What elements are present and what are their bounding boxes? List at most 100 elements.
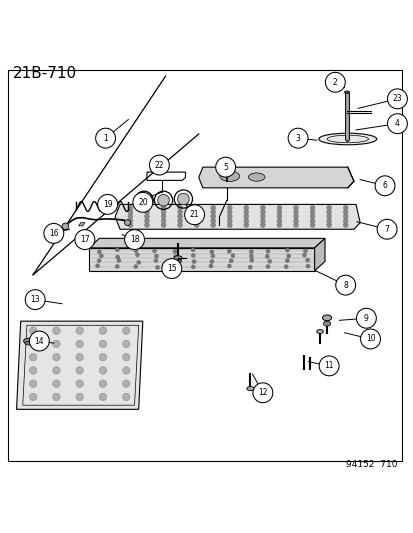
Circle shape <box>191 265 195 269</box>
Circle shape <box>276 214 281 219</box>
Circle shape <box>128 205 133 210</box>
Circle shape <box>227 249 231 253</box>
Text: 14: 14 <box>34 336 44 345</box>
Circle shape <box>249 258 253 262</box>
Circle shape <box>285 248 289 252</box>
Circle shape <box>301 253 306 257</box>
Ellipse shape <box>316 329 323 334</box>
Circle shape <box>243 209 248 215</box>
Circle shape <box>124 220 130 225</box>
Circle shape <box>138 195 150 206</box>
Circle shape <box>265 264 269 269</box>
Circle shape <box>209 250 214 254</box>
Circle shape <box>387 114 406 134</box>
Text: 3: 3 <box>295 134 300 143</box>
Circle shape <box>99 380 107 387</box>
Ellipse shape <box>248 173 264 181</box>
Circle shape <box>122 367 130 374</box>
Circle shape <box>177 214 182 219</box>
Circle shape <box>342 209 347 215</box>
Circle shape <box>161 214 166 219</box>
Circle shape <box>52 393 60 401</box>
Circle shape <box>210 223 215 228</box>
Circle shape <box>318 356 338 376</box>
Circle shape <box>326 209 331 215</box>
Circle shape <box>252 383 272 403</box>
Circle shape <box>309 214 314 219</box>
Circle shape <box>75 230 95 249</box>
Polygon shape <box>78 223 85 226</box>
Circle shape <box>209 260 214 263</box>
Text: 17: 17 <box>80 235 90 244</box>
Circle shape <box>157 195 169 206</box>
Text: 21: 21 <box>190 210 199 219</box>
Circle shape <box>194 205 199 210</box>
Circle shape <box>260 219 265 223</box>
Text: 11: 11 <box>324 361 333 370</box>
Circle shape <box>154 254 158 258</box>
Circle shape <box>326 223 331 228</box>
Circle shape <box>228 259 233 263</box>
Circle shape <box>387 89 406 109</box>
Text: 18: 18 <box>130 235 139 244</box>
Circle shape <box>191 253 195 257</box>
Circle shape <box>243 219 248 223</box>
Circle shape <box>149 155 169 175</box>
Circle shape <box>227 264 231 268</box>
Circle shape <box>243 205 248 210</box>
Circle shape <box>243 223 248 228</box>
Circle shape <box>128 209 133 215</box>
Text: 6: 6 <box>382 181 387 190</box>
Circle shape <box>177 219 182 223</box>
Circle shape <box>115 264 119 269</box>
Circle shape <box>194 219 199 223</box>
Text: 19: 19 <box>102 200 112 209</box>
Circle shape <box>136 260 140 264</box>
Circle shape <box>76 380 83 387</box>
Circle shape <box>128 219 133 223</box>
Text: 10: 10 <box>365 334 375 343</box>
Circle shape <box>173 254 178 259</box>
Circle shape <box>97 250 101 254</box>
Circle shape <box>144 219 149 223</box>
Circle shape <box>210 209 215 215</box>
Circle shape <box>194 209 199 215</box>
Circle shape <box>76 340 83 348</box>
Circle shape <box>293 219 298 223</box>
Circle shape <box>210 214 215 219</box>
Circle shape <box>287 128 307 148</box>
Circle shape <box>115 255 119 259</box>
Circle shape <box>286 254 290 258</box>
Circle shape <box>260 223 265 228</box>
Circle shape <box>177 193 189 205</box>
Circle shape <box>260 205 265 210</box>
Polygon shape <box>115 204 359 229</box>
Circle shape <box>76 393 83 401</box>
Ellipse shape <box>224 166 229 168</box>
Text: 94152  710: 94152 710 <box>345 461 396 470</box>
Circle shape <box>210 254 214 258</box>
Circle shape <box>267 259 271 263</box>
Circle shape <box>210 205 215 210</box>
Circle shape <box>99 353 107 361</box>
Circle shape <box>99 340 107 348</box>
Circle shape <box>276 209 281 215</box>
Circle shape <box>285 259 289 263</box>
Text: 21B-710: 21B-710 <box>12 66 76 80</box>
Circle shape <box>135 253 139 257</box>
Text: 1: 1 <box>103 134 108 143</box>
Circle shape <box>128 214 133 219</box>
Ellipse shape <box>173 256 182 261</box>
Circle shape <box>29 380 37 387</box>
Circle shape <box>209 264 213 268</box>
Circle shape <box>52 340 60 348</box>
Circle shape <box>192 260 196 264</box>
Circle shape <box>305 258 309 262</box>
Text: 7: 7 <box>384 225 389 234</box>
Circle shape <box>326 214 331 219</box>
Circle shape <box>25 289 45 310</box>
Circle shape <box>177 223 182 228</box>
Circle shape <box>227 205 232 210</box>
Circle shape <box>152 249 156 253</box>
Circle shape <box>293 223 298 228</box>
